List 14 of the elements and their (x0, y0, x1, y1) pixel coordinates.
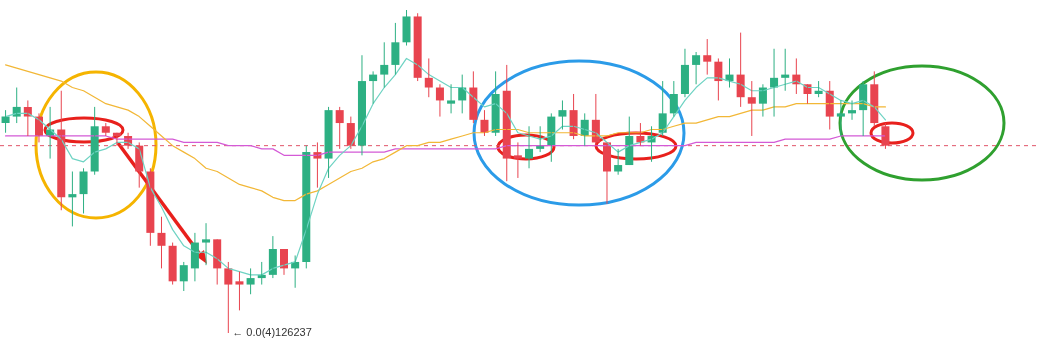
candlestick (836, 99, 845, 137)
candlestick (447, 83, 456, 114)
candlestick (424, 57, 433, 98)
candlestick (101, 122, 110, 137)
candlestick (246, 267, 255, 295)
annotation: ← 0.0(4)126237 (232, 326, 312, 338)
candlestick (747, 80, 756, 137)
candlestick (703, 38, 712, 76)
candlestick (235, 271, 244, 311)
candlestick (202, 222, 211, 266)
candlestick (157, 216, 166, 269)
candlestick (558, 99, 567, 131)
candlestick (513, 141, 522, 179)
candlestick (380, 41, 389, 89)
